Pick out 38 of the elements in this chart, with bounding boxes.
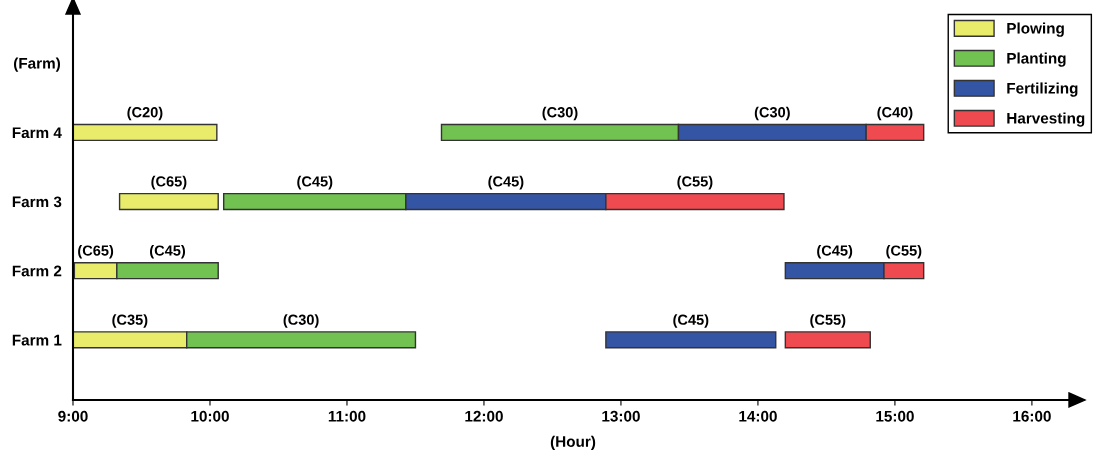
legend-label: Plowing [1007,22,1064,37]
x-tick-label: 12:00 [465,410,503,422]
y-tick-label: Farm 1 [12,334,62,346]
data-label: (C45) [673,314,709,328]
y-tick-label: Farm 4 [12,127,62,139]
x-tick-label: 9:00 [58,410,88,422]
data-label: (C35) [112,314,148,328]
x-tick-label: 13:00 [602,410,640,422]
data-label: (C45) [297,175,333,190]
data-label: (C65) [151,175,187,190]
data-label: (C40) [877,106,913,121]
data-label: (C30) [754,106,790,121]
y-tick-label: Farm 3 [12,196,62,208]
x-tick-label: 10:00 [191,410,229,422]
bar [118,192,219,211]
legend-label: Fertilizing [1007,82,1078,97]
data-label: (C65) [78,245,114,259]
x-tick-label: 14:00 [739,410,777,422]
legend-label: Planting [1007,52,1066,67]
data-label: (C55) [810,314,846,328]
data-label: (C45) [488,175,524,190]
y-axis-title: (Farm) [14,57,61,72]
legend-label: Harvesting [1007,112,1085,127]
x-axis-title: (Hour) [550,435,596,451]
data-label: (C30) [542,106,578,121]
data-label: (C20) [127,106,163,121]
data-label: (C55) [886,245,922,259]
y-tick-label: Farm 2 [12,265,62,277]
x-tick-label: 11:00 [328,410,366,422]
x-tick-label: 16:00 [1013,410,1051,422]
data-label: (C55) [677,175,713,190]
bar [73,123,218,142]
data-label: (C45) [150,245,186,259]
data-label: (C45) [817,245,853,259]
data-label: (C30) [283,314,319,328]
x-tick-label: 15:00 [876,410,914,422]
bar [784,331,871,349]
bar [605,331,777,349]
